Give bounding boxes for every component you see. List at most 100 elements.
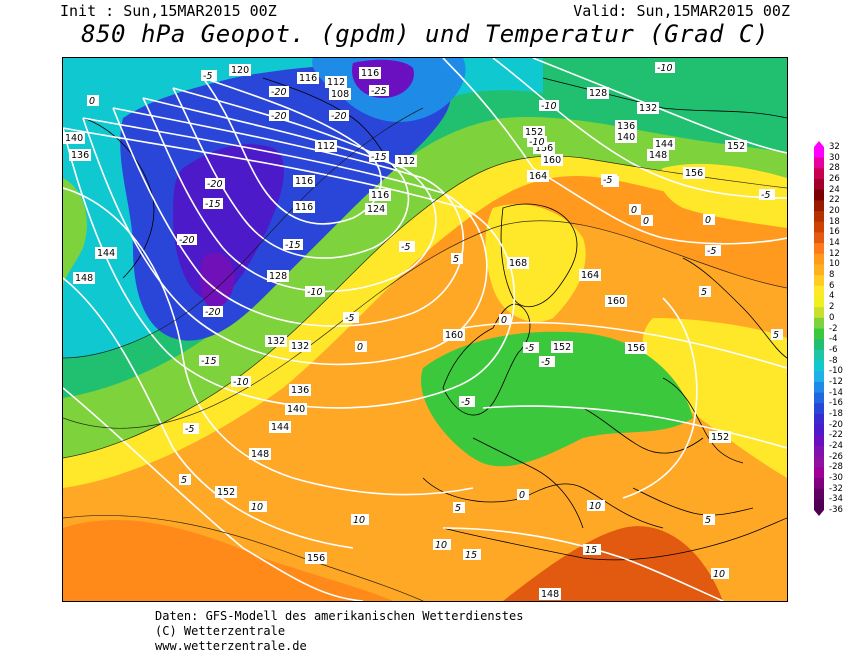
svg-text:-5: -5 — [461, 397, 470, 408]
svg-text:160: 160 — [607, 296, 625, 307]
colorbar-tick-label: 22 — [829, 195, 840, 206]
svg-text:-25: -25 — [371, 86, 387, 97]
t-label-43: -10 — [655, 62, 675, 74]
colorbar-tick-label: 18 — [829, 216, 840, 227]
svg-text:152: 152 — [217, 487, 235, 498]
t-label-40: 0 — [499, 314, 511, 326]
svg-text:-5: -5 — [185, 424, 194, 435]
svg-text:-15: -15 — [371, 152, 387, 163]
svg-text:116: 116 — [295, 176, 313, 187]
svg-text:128: 128 — [589, 88, 607, 99]
colorbar-tick-label: 26 — [829, 174, 840, 185]
t-label-47: -5 — [759, 189, 775, 201]
colorbar-swatch — [814, 328, 824, 340]
svg-text:140: 140 — [287, 404, 305, 415]
svg-text:152: 152 — [553, 342, 571, 353]
svg-text:108: 108 — [331, 89, 349, 100]
colorbar-tick-label: 24 — [829, 184, 840, 195]
t-label-39: -5 — [539, 356, 555, 368]
svg-text:0: 0 — [705, 215, 711, 226]
colorbar-swatch — [814, 403, 824, 415]
svg-text:112: 112 — [317, 141, 335, 152]
colorbar-swatch — [814, 467, 824, 479]
label-156a: 156 — [305, 552, 327, 564]
t-label-19: -5 — [399, 241, 415, 253]
valid-time: Valid: Sun,15MAR2015 00Z — [573, 2, 790, 20]
label-128: 128 — [267, 270, 289, 282]
label-132b: 132 — [289, 340, 311, 352]
label-136c: 136 — [615, 120, 637, 132]
temp-band-warm-south — [503, 526, 723, 601]
colorbar-swatch — [814, 168, 824, 180]
svg-text:148: 148 — [541, 589, 559, 600]
t-label-28: 5 — [699, 286, 711, 298]
svg-text:140: 140 — [65, 133, 83, 144]
label-116b: 116 — [359, 67, 381, 79]
label-116e: 116 — [369, 189, 391, 201]
svg-text:168: 168 — [509, 258, 527, 269]
label-160b: 160 — [541, 154, 563, 166]
svg-text:116: 116 — [361, 68, 379, 79]
colorbar-tick-label: 16 — [829, 227, 840, 238]
svg-text:-20: -20 — [179, 235, 195, 246]
label-144a: 144 — [269, 421, 291, 433]
t-label-44: -5 — [601, 174, 617, 186]
svg-text:112: 112 — [327, 77, 345, 88]
svg-text:156: 156 — [685, 168, 703, 179]
colorbar-tick-label: -20 — [829, 419, 843, 430]
svg-text:-15: -15 — [201, 356, 217, 367]
footer-website[interactable]: www.wetterzentrale.de — [155, 639, 307, 653]
t-label-1: -5 — [201, 70, 217, 82]
temp-band-orange — [63, 220, 787, 601]
colorbar-swatch — [814, 445, 824, 458]
label-116c: 116 — [293, 175, 315, 187]
t-label-17: 5 — [179, 474, 191, 486]
label-156c: 156 — [625, 342, 647, 354]
label-152a: 152 — [215, 486, 237, 498]
footer-data-source: Daten: GFS-Modell des amerikanischen Wet… — [155, 609, 524, 623]
colorbar-swatch — [814, 211, 824, 223]
colorbar-tick-label: 2 — [829, 302, 835, 313]
svg-text:-5: -5 — [401, 242, 410, 253]
label-112c: 112 — [395, 155, 417, 167]
svg-text:144: 144 — [271, 422, 289, 433]
colorbar-tick-label: 30 — [829, 152, 840, 163]
t-label-7: -15 — [203, 198, 223, 210]
svg-text:164: 164 — [529, 171, 547, 182]
t-label-12: -10 — [305, 286, 325, 298]
colorbar-swatch — [814, 360, 824, 372]
svg-text:15: 15 — [465, 550, 477, 561]
t-label-14: -5 — [343, 312, 359, 324]
temp-band-warm-southwest — [63, 519, 393, 601]
t-label-20: -5 — [459, 396, 475, 408]
colorbar-swatch — [814, 200, 824, 212]
label-164a: 164 — [527, 170, 549, 182]
colorbar-tick-label: -36 — [829, 505, 843, 515]
svg-text:152: 152 — [727, 141, 745, 152]
svg-text:-5: -5 — [541, 357, 550, 368]
label-124b: 124 — [365, 203, 366, 204]
svg-text:-5: -5 — [203, 71, 212, 82]
svg-text:148: 148 — [649, 150, 667, 161]
isotherms — [63, 107, 787, 601]
label-136a: 136 — [289, 384, 311, 396]
temperature-colorbar — [814, 147, 824, 510]
colorbar-tick-label: -34 — [829, 494, 843, 505]
colorbar-tick-label: 12 — [829, 248, 840, 259]
svg-text:10: 10 — [435, 540, 447, 551]
svg-text:136: 136 — [291, 385, 309, 396]
colorbar-swatch — [814, 477, 824, 490]
label-152c: 152 — [551, 341, 573, 353]
t-label-21: -10 — [527, 136, 547, 148]
colorbar-tick-label: -2 — [829, 323, 838, 334]
svg-text:-10: -10 — [307, 287, 323, 298]
svg-text:116: 116 — [371, 190, 389, 201]
map-title: 850 hPa Geopot. (gpdm) und Temperatur (G… — [81, 20, 769, 48]
t-label-42: -5 — [705, 245, 721, 257]
colorbar-swatch — [814, 317, 824, 329]
colorbar-tick-label: -30 — [829, 472, 843, 483]
svg-text:-5: -5 — [603, 175, 612, 186]
colorbar-swatch — [814, 349, 824, 362]
colorbar-tick-label: 4 — [829, 291, 835, 302]
colorbar-tick-label: -4 — [829, 334, 838, 345]
